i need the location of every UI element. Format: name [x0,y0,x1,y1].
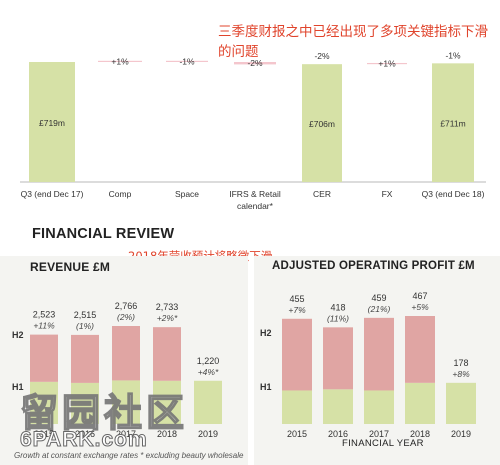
year-label: 2018 [410,429,430,439]
h1-bar [364,390,394,424]
financial-review-heading: FINANCIAL REVIEW [32,226,175,242]
growth-label: +5% [411,302,429,312]
total-label: 459 [371,293,386,303]
total-label: 2,766 [115,301,138,311]
waterfall-bar [367,62,407,65]
revenue-chart: H2 H1 2,523+11% 2015 2,515(1%) 2016 2,766(2%) 2… [12,301,222,439]
year-label: 2016 [75,429,95,439]
year-label: 2015 [34,429,54,439]
waterfall-value-label: -1% [179,56,195,66]
h2-bar [112,326,140,381]
total-label: 2,733 [156,302,179,312]
year-label: 2019 [198,429,218,439]
waterfall-change-label: -1% [445,50,461,60]
total-label: 2,515 [74,310,97,320]
waterfall-category-label: Q3 (end Dec 17) [21,189,84,199]
waterfall-bar [29,62,75,182]
h1-axis-label: H1 [260,382,272,392]
h1-axis-label: H1 [12,382,24,392]
h2-bar [153,327,181,381]
revenue-title: REVENUE £M [30,260,111,274]
waterfall-category-label: CER [313,189,331,199]
growth-label: (11%) [327,313,349,323]
waterfall-change-label: -2% [314,51,330,61]
waterfall-bar [432,63,474,182]
total-label: 2,523 [33,310,56,320]
h1-bar [282,390,312,424]
waterfall-value-label: +1% [111,56,129,66]
year-label: 2019 [451,429,471,439]
waterfall-value-label: -2% [247,58,263,68]
waterfall-bar [166,60,208,62]
h2-bar [30,334,58,382]
waterfall-value-label: £711m [440,119,465,129]
growth-label: (2%) [117,312,135,322]
waterfall-value-label: £706m [309,119,335,129]
waterfall-bar [234,62,276,65]
h2-bar [323,327,353,390]
h1-bar [194,380,222,424]
year-label: 2015 [287,429,307,439]
year-label: 2018 [157,429,177,439]
growth-label: +4%* [198,367,219,377]
h2-bar [282,318,312,391]
waterfall-category-label: Space [175,189,199,199]
growth-label: +8% [452,369,470,379]
growth-label: +2%* [157,313,178,323]
revenue-footnote: Growth at constant exchange rates * excl… [14,451,244,460]
growth-label: +7% [288,305,306,315]
waterfall-chart: £719m Q3 (end Dec 17) +1% Comp -1% Space -2% IF… [20,50,486,211]
total-label: 467 [412,291,427,301]
waterfall-category-label: FX [382,189,393,199]
h2-axis-label: H2 [260,328,272,338]
profit-title: ADJUSTED OPERATING PROFIT £M [272,260,475,272]
year-label: 2017 [116,429,136,439]
growth-label: (21%) [368,304,391,314]
h1-bar [153,380,181,424]
growth-label: +11% [33,321,55,331]
waterfall-value-label: +1% [378,59,396,69]
top-annotation: 三季度财报之中已经出现了多项关键指标下滑的问题 [218,24,488,60]
h2-axis-label: H2 [12,330,24,340]
h1-bar [71,382,99,424]
waterfall-category-label: Q3 (end Dec 18) [422,189,485,199]
h2-bar [364,317,394,391]
waterfall-category-label: Comp [109,189,132,199]
growth-label: (1%) [76,321,94,331]
total-label: 418 [330,302,345,312]
h1-bar [323,389,353,424]
year-label: 2017 [369,429,389,439]
waterfall-category-label: IFRS & Retail [229,189,281,199]
waterfall-bar [98,60,142,62]
waterfall-category-label: calendar* [237,201,274,211]
h2-bar [405,316,435,383]
profit-chart: H2 H1 455+7% 2015 418(11%) 2016 459(21%) 2017 46… [260,291,476,439]
h2-bar [71,334,99,383]
h1-bar [112,380,140,424]
profit-xlabel: FINANCIAL YEAR [342,438,424,449]
total-label: 178 [453,358,468,368]
total-label: 1,220 [197,356,220,366]
total-label: 455 [289,294,304,304]
h1-bar [30,381,58,424]
h1-bar [405,382,435,424]
waterfall-bar [302,64,342,182]
year-label: 2016 [328,429,348,439]
h1-bar [446,382,476,424]
waterfall-value-label: £719m [39,118,65,128]
